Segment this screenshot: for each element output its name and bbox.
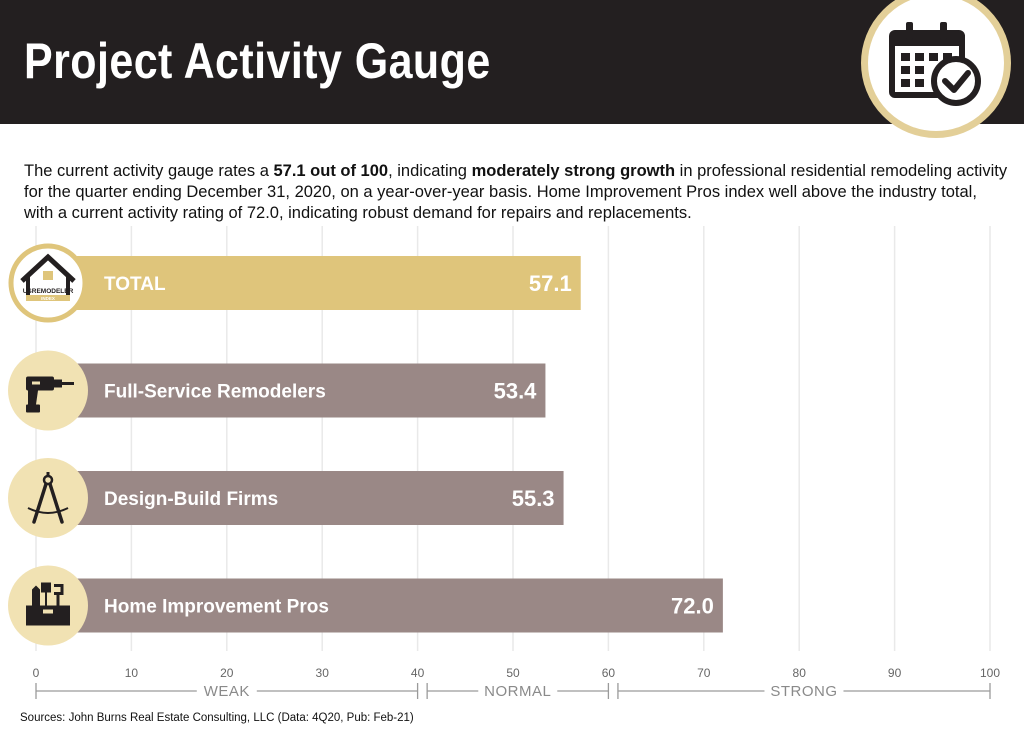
bar [68, 578, 723, 633]
activity-bar-chart: TOTAL 57.1 Full-Service Remodelers 53.4 Desi… [8, 226, 1000, 700]
x-tick-label: 70 [697, 666, 711, 680]
bar [68, 363, 546, 418]
intro-text-1: The current activity gauge rates a [24, 162, 274, 180]
logo-wordmark: USREMODELER [23, 288, 74, 295]
drill-stripe [32, 381, 40, 385]
icon-circle [8, 243, 88, 323]
source-note: Sources: John Burns Real Estate Consulti… [20, 712, 414, 724]
drill-icon [26, 376, 74, 413]
bar [68, 471, 564, 525]
bar-category-label: Design-Build Firms [104, 489, 278, 510]
logo-subtext: INDEX [41, 296, 55, 301]
compass-icon [27, 472, 69, 524]
roof-shape [20, 253, 76, 283]
x-tick-label: 0 [33, 666, 40, 680]
logo-subtext-band [26, 295, 70, 301]
x-tick-label: 10 [125, 666, 139, 680]
zone-label: NORMAL [484, 683, 551, 700]
intro-text-3: in professional residential remodeling a… [24, 162, 1008, 222]
calendar-badge [861, 0, 1011, 138]
drill-chuck [54, 379, 62, 388]
bar-value-label: 53.4 [494, 379, 538, 404]
zone-label: WEAK [204, 683, 250, 700]
x-tick-label: 90 [888, 666, 902, 680]
house-window [43, 271, 53, 280]
intro-highlight-growth: moderately strong growth [471, 162, 676, 180]
bar-category-label: TOTAL [104, 274, 166, 295]
x-tick-label: 60 [602, 666, 616, 680]
compass-arc [27, 507, 69, 514]
x-tick-label: 30 [316, 666, 330, 680]
intro-highlight-score: 57.1 out of 100 [273, 162, 389, 180]
x-tick-label: 50 [506, 666, 520, 680]
bar [68, 256, 581, 310]
bar-value-label: 55.3 [512, 486, 555, 511]
bar-value-label: 72.0 [671, 594, 714, 619]
bar-category-label: Full-Service Remodelers [104, 382, 326, 403]
drill-handle [28, 390, 38, 405]
bar-value-label: 57.1 [529, 271, 572, 296]
x-tick-label: 40 [411, 666, 425, 680]
drill-battery [26, 404, 40, 413]
icon-circle [8, 458, 88, 538]
x-tick-label: 100 [980, 666, 1000, 680]
calendar-check-icon [889, 22, 981, 106]
intro-paragraph: The current activity gauge rates a 57.1 … [24, 161, 1009, 224]
page-title: Project Activity Gauge [24, 33, 491, 89]
drill-bit [62, 382, 74, 385]
wrench-shape [54, 584, 64, 606]
house-walls [26, 277, 70, 297]
hammer-shape [32, 585, 40, 606]
x-tick-label: 80 [793, 666, 807, 680]
x-tick-label: 20 [220, 666, 234, 680]
toolbox-body [26, 605, 70, 626]
screwdriver-shape [41, 582, 51, 606]
bar-category-label: Home Improvement Pros [104, 597, 329, 618]
zone-label: STRONG [770, 683, 837, 700]
intro-text-2: , indicating [388, 162, 472, 180]
header-banner: Project Activity Gauge [0, 0, 1024, 124]
toolbox-icon [26, 582, 70, 626]
toolbox-latch [43, 609, 53, 614]
compass-legs [32, 482, 64, 524]
